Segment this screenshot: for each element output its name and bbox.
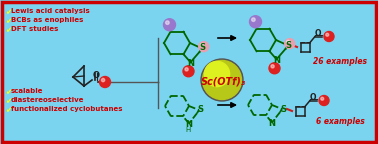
Circle shape <box>326 33 329 36</box>
Circle shape <box>199 42 209 52</box>
Text: functionalized cyclobutanes: functionalized cyclobutanes <box>11 106 122 112</box>
Text: ✔: ✔ <box>5 26 11 35</box>
Circle shape <box>287 40 290 43</box>
Text: 26 examples: 26 examples <box>313 57 367 67</box>
Text: S: S <box>280 105 286 113</box>
Text: ✔: ✔ <box>5 97 11 106</box>
Text: S: S <box>285 40 291 50</box>
Circle shape <box>166 21 169 24</box>
Text: DFT studies: DFT studies <box>11 26 58 32</box>
Text: scalable: scalable <box>11 88 43 94</box>
Text: S: S <box>197 106 203 114</box>
Text: ✔: ✔ <box>5 88 11 97</box>
Text: O: O <box>310 93 316 103</box>
Circle shape <box>101 78 105 82</box>
Circle shape <box>200 43 203 46</box>
Circle shape <box>252 18 255 21</box>
Circle shape <box>269 63 280 74</box>
Text: 6 examples: 6 examples <box>316 118 364 126</box>
Text: N: N <box>186 120 192 129</box>
Circle shape <box>285 39 295 49</box>
Circle shape <box>321 97 324 100</box>
Text: N: N <box>273 56 280 65</box>
Circle shape <box>201 59 243 101</box>
Text: Sc(OTf)₃: Sc(OTf)₃ <box>200 77 246 87</box>
Text: ✔: ✔ <box>5 17 11 26</box>
Text: N: N <box>268 119 276 128</box>
Circle shape <box>99 76 110 88</box>
Text: H: H <box>185 127 191 133</box>
Text: ✔: ✔ <box>5 106 11 115</box>
Circle shape <box>324 32 334 41</box>
Circle shape <box>203 60 242 100</box>
Circle shape <box>319 95 329 106</box>
Text: O: O <box>93 71 99 80</box>
Text: O: O <box>315 30 321 38</box>
Circle shape <box>204 61 229 87</box>
Circle shape <box>183 66 194 77</box>
Circle shape <box>185 68 188 71</box>
Text: diastereoselective: diastereoselective <box>11 97 85 103</box>
Text: S: S <box>199 43 205 53</box>
Text: BCBs as enophiles: BCBs as enophiles <box>11 17 84 23</box>
Text: ✔: ✔ <box>5 8 11 17</box>
Text: Lewis acid catalysis: Lewis acid catalysis <box>11 8 90 14</box>
Text: N: N <box>187 59 194 68</box>
Circle shape <box>271 65 274 68</box>
Circle shape <box>249 16 262 28</box>
Circle shape <box>164 19 175 31</box>
